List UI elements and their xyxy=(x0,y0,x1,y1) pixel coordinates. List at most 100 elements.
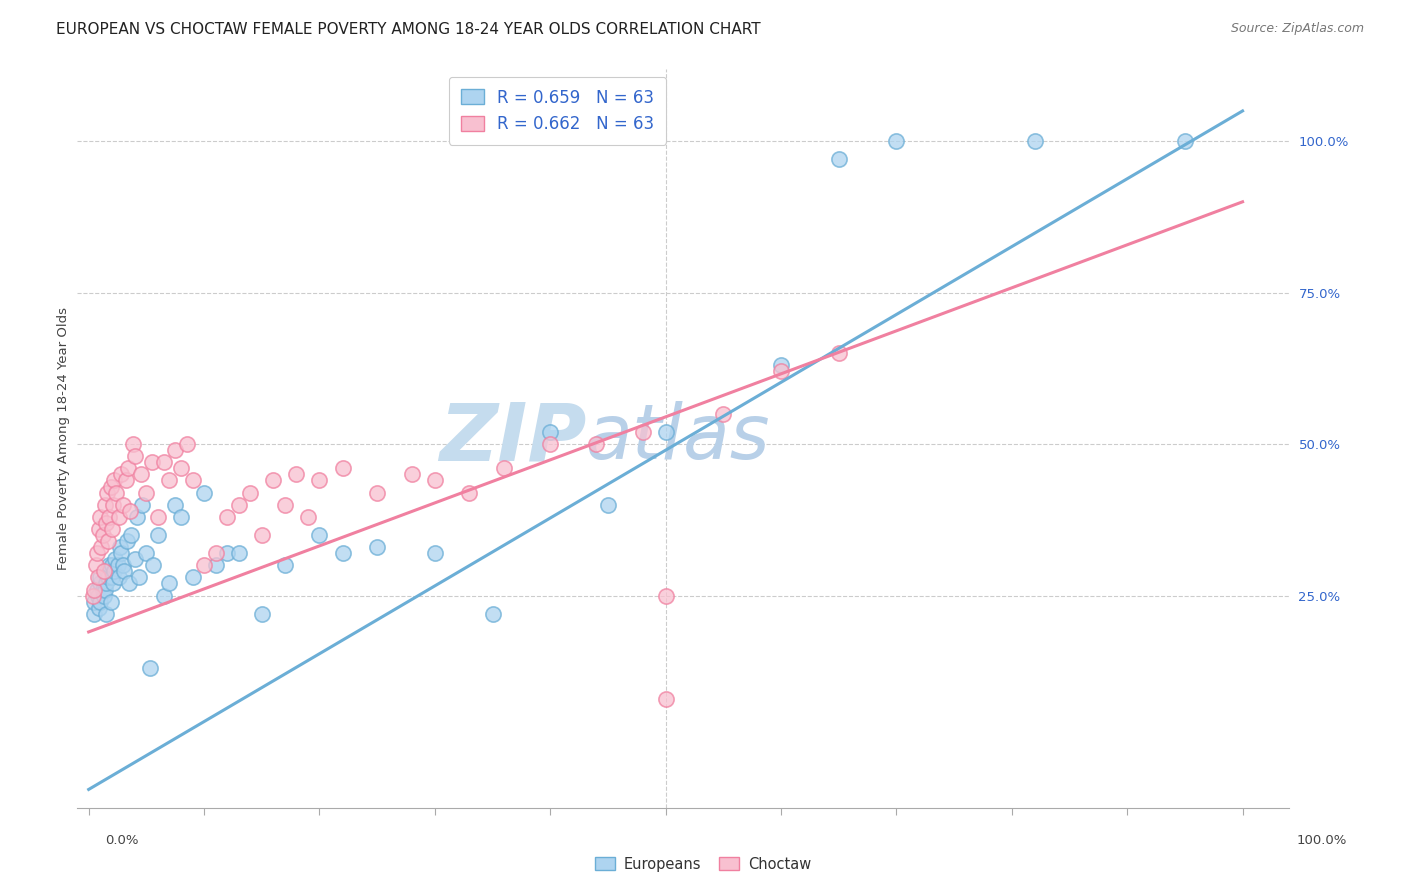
Point xyxy=(217,546,239,560)
Point xyxy=(117,461,139,475)
Point xyxy=(87,570,110,584)
Point xyxy=(94,607,117,621)
Point xyxy=(100,570,122,584)
Point xyxy=(101,498,124,512)
Text: 100.0%: 100.0% xyxy=(1296,834,1347,847)
Point xyxy=(146,528,169,542)
Point xyxy=(142,558,165,573)
Point xyxy=(1174,134,1197,148)
Point xyxy=(204,546,226,560)
Point xyxy=(104,552,127,566)
Point xyxy=(181,570,204,584)
Point xyxy=(98,558,121,573)
Point xyxy=(538,437,561,451)
Point xyxy=(94,516,117,530)
Point xyxy=(84,558,107,573)
Point xyxy=(152,589,174,603)
Point xyxy=(87,589,110,603)
Point xyxy=(93,565,115,579)
Point xyxy=(89,594,111,608)
Point xyxy=(131,498,153,512)
Point xyxy=(654,425,676,439)
Point xyxy=(83,607,105,621)
Point xyxy=(250,528,273,542)
Point xyxy=(124,449,146,463)
Point xyxy=(83,582,105,597)
Point xyxy=(110,467,132,482)
Point xyxy=(711,407,734,421)
Point xyxy=(83,594,105,608)
Point xyxy=(135,546,157,560)
Point xyxy=(118,576,141,591)
Point xyxy=(631,425,654,439)
Point xyxy=(152,455,174,469)
Point xyxy=(82,589,104,603)
Point xyxy=(274,558,297,573)
Point xyxy=(274,498,297,512)
Point xyxy=(91,528,114,542)
Point xyxy=(228,498,250,512)
Point xyxy=(769,359,792,373)
Text: 0.0%: 0.0% xyxy=(105,834,139,847)
Point xyxy=(332,546,354,560)
Point xyxy=(423,474,446,488)
Point xyxy=(165,498,187,512)
Point xyxy=(165,443,187,458)
Point xyxy=(423,546,446,560)
Point xyxy=(217,509,239,524)
Point xyxy=(308,528,330,542)
Text: EUROPEAN VS CHOCTAW FEMALE POVERTY AMONG 18-24 YEAR OLDS CORRELATION CHART: EUROPEAN VS CHOCTAW FEMALE POVERTY AMONG… xyxy=(56,22,761,37)
Point xyxy=(828,153,851,167)
Point xyxy=(97,534,120,549)
Point xyxy=(108,540,131,554)
Y-axis label: Female Poverty Among 18-24 Year Olds: Female Poverty Among 18-24 Year Olds xyxy=(58,307,70,570)
Point xyxy=(120,528,142,542)
Point xyxy=(401,467,423,482)
Point xyxy=(101,576,124,591)
Point xyxy=(654,691,676,706)
Point xyxy=(100,558,122,573)
Point xyxy=(654,589,676,603)
Point xyxy=(129,467,152,482)
Point xyxy=(100,479,122,493)
Point xyxy=(89,576,111,591)
Point xyxy=(159,576,181,591)
Point xyxy=(100,594,122,608)
Point xyxy=(481,607,503,621)
Point xyxy=(127,509,149,524)
Point xyxy=(112,558,135,573)
Point xyxy=(94,582,117,597)
Point xyxy=(176,437,198,451)
Point xyxy=(250,607,273,621)
Point xyxy=(596,498,619,512)
Point xyxy=(96,565,118,579)
Point xyxy=(124,552,146,566)
Legend: R = 0.659   N = 63, R = 0.662   N = 63: R = 0.659 N = 63, R = 0.662 N = 63 xyxy=(449,77,666,145)
Point xyxy=(107,509,129,524)
Point xyxy=(228,546,250,560)
Point xyxy=(91,582,114,597)
Point xyxy=(193,485,215,500)
Point xyxy=(366,485,388,500)
Text: ZIP: ZIP xyxy=(439,399,586,477)
Point xyxy=(86,582,108,597)
Point xyxy=(100,522,122,536)
Point xyxy=(193,558,215,573)
Point xyxy=(103,474,125,488)
Point xyxy=(159,474,181,488)
Point xyxy=(114,565,136,579)
Point xyxy=(89,509,111,524)
Text: Source: ZipAtlas.com: Source: ZipAtlas.com xyxy=(1230,22,1364,36)
Point xyxy=(94,576,117,591)
Point xyxy=(121,437,143,451)
Point xyxy=(769,364,792,378)
Point xyxy=(285,467,308,482)
Point xyxy=(170,461,193,475)
Point xyxy=(105,485,128,500)
Point xyxy=(239,485,262,500)
Point xyxy=(103,565,125,579)
Point xyxy=(87,600,110,615)
Point xyxy=(458,485,481,500)
Point xyxy=(128,570,150,584)
Point xyxy=(98,509,121,524)
